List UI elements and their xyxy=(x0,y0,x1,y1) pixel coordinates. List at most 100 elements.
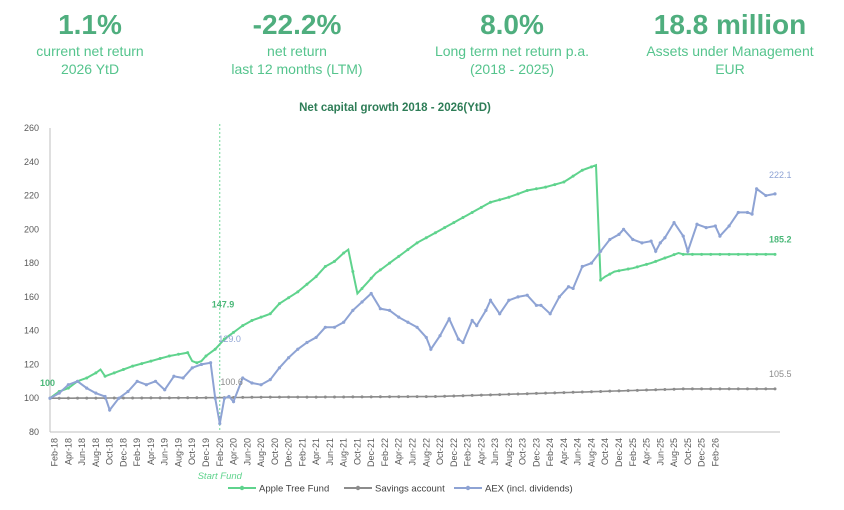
data-point-fund xyxy=(461,216,465,220)
data-point-aex xyxy=(296,347,300,351)
data-point-savings xyxy=(580,390,584,394)
data-point-savings xyxy=(608,389,612,393)
data-point-fund xyxy=(342,251,346,255)
data-label-fund: 147.9 xyxy=(212,299,235,309)
data-point-aex xyxy=(323,325,327,329)
data-point-fund xyxy=(360,286,364,290)
data-point-savings xyxy=(287,395,291,399)
data-label-aex: 222.1 xyxy=(769,170,792,180)
data-point-fund xyxy=(332,259,336,263)
data-point-aex xyxy=(617,232,621,236)
data-point-savings xyxy=(305,395,309,399)
data-point-aex xyxy=(369,291,373,296)
data-point-fund xyxy=(186,351,190,355)
data-point-savings xyxy=(525,392,529,396)
data-point-aex xyxy=(406,320,410,324)
data-point-fund xyxy=(755,252,759,256)
data-point-savings xyxy=(562,391,566,395)
y-tick-label: 200 xyxy=(24,224,39,234)
data-point-savings xyxy=(443,394,447,398)
y-tick-label: 80 xyxy=(29,427,39,437)
data-point-savings xyxy=(654,388,658,392)
data-point-savings xyxy=(415,395,419,399)
data-point-aex xyxy=(672,220,676,225)
data-point-fund xyxy=(544,185,548,189)
data-point-aex xyxy=(199,362,204,367)
x-tick-label: Feb-22 xyxy=(380,438,390,467)
data-point-aex xyxy=(397,315,401,319)
x-tick-label: Oct-25 xyxy=(683,438,693,465)
y-tick-label: 240 xyxy=(24,157,39,167)
data-point-savings xyxy=(479,393,483,397)
data-point-fund xyxy=(525,188,529,192)
x-tick-label: Dec-19 xyxy=(201,438,211,467)
data-point-aex xyxy=(475,324,479,328)
data-point-aex xyxy=(539,303,543,307)
data-point-fund xyxy=(277,302,281,306)
data-point-aex xyxy=(135,379,139,383)
data-point-aex xyxy=(287,356,291,360)
legend-label-aex: AEX (incl. dividends) xyxy=(485,484,573,495)
data-point-fund xyxy=(388,261,392,265)
kpi-label-line2: last 12 months (LTM) xyxy=(231,61,363,77)
data-point-savings xyxy=(296,395,300,399)
data-point-aex xyxy=(241,376,245,380)
data-point-fund xyxy=(351,270,355,274)
data-point-aex xyxy=(305,340,309,345)
kpi-label-line1: Long term net return p.a. xyxy=(434,43,590,59)
data-point-aex xyxy=(764,193,768,198)
data-point-fund xyxy=(121,368,125,372)
data-point-fund xyxy=(112,371,116,375)
x-tick-label: Dec-24 xyxy=(614,438,624,467)
legend-marker-aex xyxy=(465,485,471,491)
data-point-fund xyxy=(718,252,722,256)
data-point-aex xyxy=(704,226,708,230)
x-tick-label: Jun-18 xyxy=(77,438,87,466)
data-point-aex xyxy=(250,381,254,385)
data-point-savings xyxy=(176,396,180,400)
data-point-fund xyxy=(176,352,180,356)
data-point-aex xyxy=(447,317,451,321)
data-point-aex xyxy=(686,249,690,253)
data-point-fund xyxy=(727,252,731,256)
data-point-aex xyxy=(227,394,231,399)
series-line-savings xyxy=(50,388,775,399)
data-point-savings xyxy=(397,395,401,399)
data-point-fund xyxy=(553,183,557,187)
data-point-aex xyxy=(66,383,70,387)
data-point-aex xyxy=(534,303,538,307)
chart-annotations: 100 147.9 129.0 100.6 222.1 185.2 105.5 xyxy=(40,170,792,388)
data-point-aex xyxy=(484,308,488,312)
data-point-aex xyxy=(424,335,428,340)
data-label-savings: 105.5 xyxy=(769,369,792,379)
data-point-aex xyxy=(153,379,158,383)
data-point-savings xyxy=(773,387,777,391)
data-point-savings xyxy=(489,393,493,397)
data-point-savings xyxy=(186,396,190,400)
kpi-assets-under-management: 18.8 million Assets under Management EUR xyxy=(630,8,830,78)
y-tick-label: 180 xyxy=(24,258,39,268)
data-label-fund: 100 xyxy=(40,378,55,388)
data-point-aex xyxy=(695,222,699,226)
legend-label-fund: Apple Tree Fund xyxy=(259,484,329,495)
data-point-aex xyxy=(557,295,561,299)
start-fund-label: Start Fund xyxy=(198,471,243,482)
data-point-savings xyxy=(727,387,731,391)
y-tick-label: 260 xyxy=(24,123,39,133)
data-point-fund xyxy=(195,361,199,365)
data-point-aex xyxy=(470,318,474,323)
data-point-fund xyxy=(323,264,327,268)
x-tick-label: Feb-24 xyxy=(545,438,555,467)
data-point-fund xyxy=(369,276,373,280)
data-point-fund xyxy=(672,253,676,257)
data-point-fund xyxy=(452,221,456,225)
data-point-aex xyxy=(144,383,148,387)
data-point-fund xyxy=(681,252,685,256)
data-point-savings xyxy=(351,395,355,399)
data-point-aex xyxy=(268,378,272,382)
chart-title: Net capital growth 2018 - 2026(YtD) xyxy=(299,102,491,114)
x-tick-label: Apr-25 xyxy=(642,438,652,465)
chart-legend: Apple Tree Fund Savings account AEX (incl.… xyxy=(228,484,573,495)
data-point-savings xyxy=(112,396,116,400)
